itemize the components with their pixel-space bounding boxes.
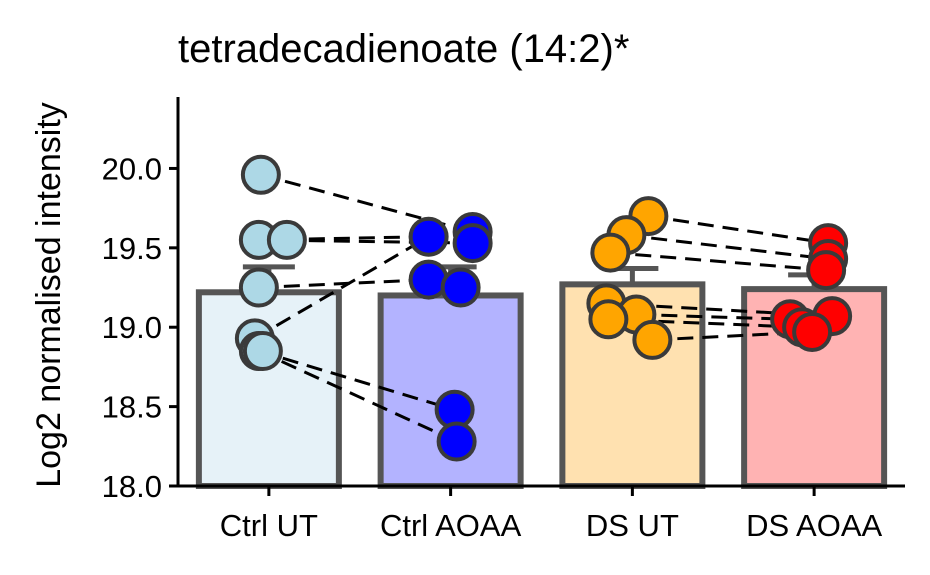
point-ctrl-aoaa-2 — [452, 223, 493, 264]
x-tick-label-2: DS UT — [586, 508, 679, 543]
point-ctrl-ut-0 — [240, 154, 281, 195]
y-tick-label-3: 19.5 — [102, 231, 162, 266]
point-ds-ut-5 — [588, 299, 629, 340]
x-tick-label-1: Ctrl AOAA — [380, 508, 522, 543]
point-ctrl-aoaa-0 — [408, 216, 449, 257]
point-ds-ut-2 — [590, 232, 631, 273]
x-tick-label-0: Ctrl UT — [220, 508, 318, 543]
axes-layer: 18.0 18.5 19.0 19.5 20.0 Ctrl UT Ctrl AOAA DS U… — [102, 97, 905, 543]
point-ctrl-aoaa-4 — [440, 267, 481, 308]
point-ds-aoaa-2 — [806, 250, 847, 291]
point-ds-ut-6 — [632, 319, 673, 360]
y-axis-title: Log2 normalised intensity — [30, 102, 68, 488]
points-layer — [234, 154, 853, 462]
paired-line-1-2 — [610, 251, 827, 272]
point-ctrl-ut-3 — [238, 267, 279, 308]
bar-ds-aoaa — [741, 286, 888, 490]
x-tick-label-3: DS AOAA — [746, 508, 882, 543]
bar-ctrl-ut — [195, 289, 342, 489]
y-tick-label-1: 18.5 — [102, 390, 162, 425]
paired-line-1-1 — [626, 233, 829, 261]
point-ctrl-aoaa-6 — [436, 421, 477, 462]
point-ctrl-ut-2 — [266, 219, 307, 260]
y-tick-label-4: 20.0 — [102, 151, 162, 186]
point-ds-aoaa-6 — [792, 311, 833, 352]
paired-line-0-3 — [258, 278, 429, 290]
y-tick-label-0: 18.0 — [102, 469, 162, 504]
paired-line-0-4 — [254, 235, 430, 340]
paired-line-1-4 — [636, 313, 791, 321]
paired-line-0-6 — [258, 349, 458, 443]
chart-title: tetradecadienoate (14:2)* — [178, 27, 629, 71]
y-tick-label-2: 19.0 — [102, 310, 162, 345]
paired-line-0-5 — [258, 349, 456, 412]
paired-line-1-0 — [648, 214, 829, 245]
point-ctrl-ut-6 — [242, 331, 283, 372]
